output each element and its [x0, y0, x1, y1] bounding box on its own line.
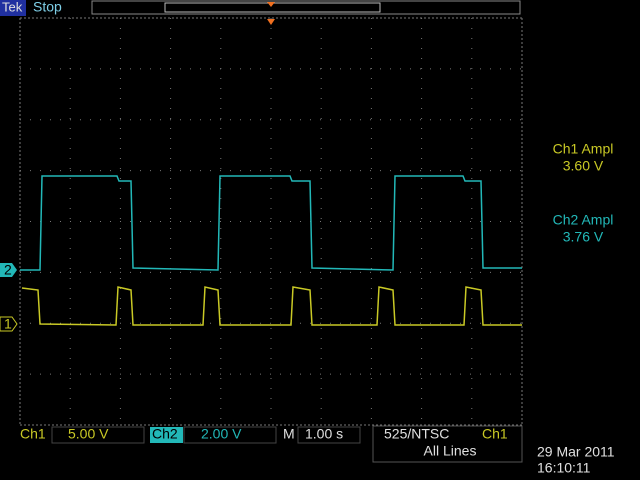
ch1-scale: 5.00 V: [68, 426, 109, 442]
ch2-marker-label: 2: [4, 262, 12, 278]
ch2-waveform: [20, 175, 522, 271]
record-bar: [91, 0, 521, 15]
ch1-waveform: [21, 286, 522, 326]
trigger-source: 525/NTSC: [384, 426, 449, 442]
trigger-box: [372, 425, 523, 463]
graticule: [19, 17, 523, 426]
measurement-label: Ch1 Ampl: [553, 141, 614, 157]
ch1-label: Ch1: [20, 426, 46, 442]
ch1-marker: [0, 316, 18, 332]
ch2-scale-box: [183, 426, 277, 444]
timebase-box: [297, 426, 361, 444]
ch2-label: Ch2: [152, 426, 178, 442]
time: 16:10:11: [537, 460, 591, 476]
date: 29 Mar 2011: [537, 444, 615, 460]
brand-box: [0, 0, 26, 16]
trigger-position-icon: [267, 2, 275, 7]
trigger-channel: Ch1: [482, 426, 508, 442]
brand: Tek: [2, 0, 23, 14]
trigger-point-icon: [267, 19, 275, 25]
ch1-marker-label: 1: [4, 316, 12, 332]
measurement-label: Ch2 Ampl: [553, 212, 614, 228]
ch2-marker: [0, 263, 17, 277]
trigger-lines: All Lines: [424, 443, 477, 459]
ch2-scale: 2.00 V: [201, 426, 242, 442]
timebase-scale: 1.00 s: [305, 426, 343, 442]
measurement-value: 3.76 V: [563, 229, 604, 245]
measurement-value: 3.60 V: [563, 158, 604, 174]
acquisition-status: Stop: [33, 0, 62, 15]
ch1-scale-box: [51, 426, 145, 444]
timebase-label: M: [283, 426, 295, 442]
ch2-label-box: [150, 427, 183, 443]
